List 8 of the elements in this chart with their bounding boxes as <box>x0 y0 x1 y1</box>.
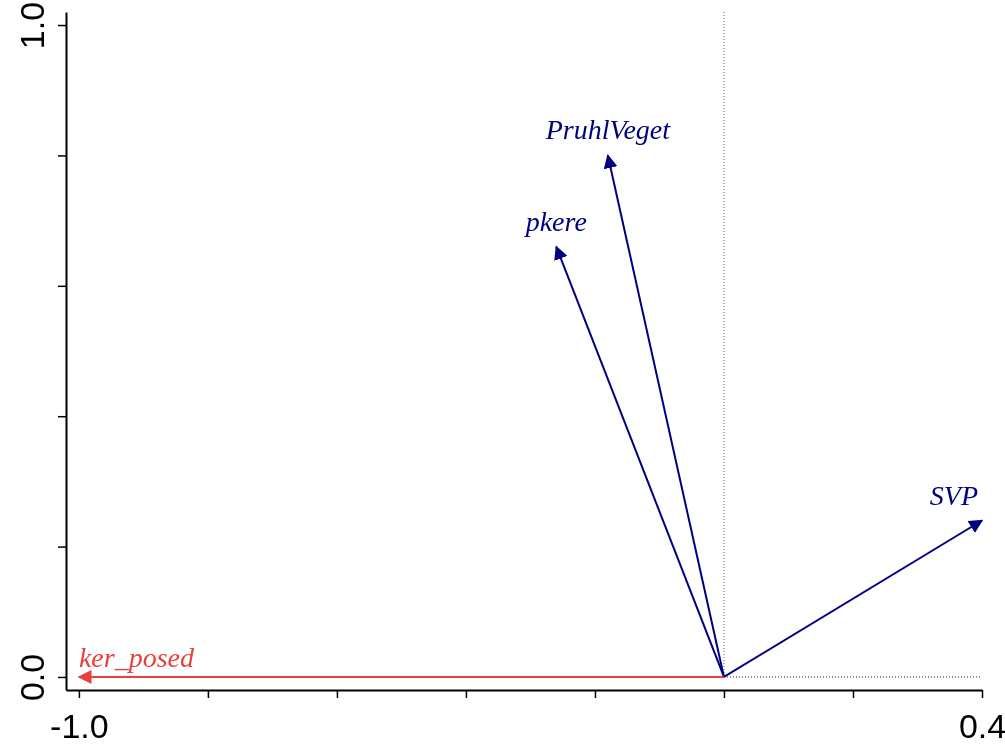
y-tick-label: 0.0 <box>13 653 51 702</box>
series-label: PruhlVeget <box>544 114 672 146</box>
x-tick-label: 0.4 <box>958 707 1005 744</box>
x-tick-label: -1.0 <box>50 707 109 744</box>
series-label: pkere <box>523 205 587 237</box>
series-label: SVP <box>929 479 978 511</box>
y-tick-label: 1.0 <box>13 1 51 50</box>
series-label: ker_posed <box>78 641 195 673</box>
